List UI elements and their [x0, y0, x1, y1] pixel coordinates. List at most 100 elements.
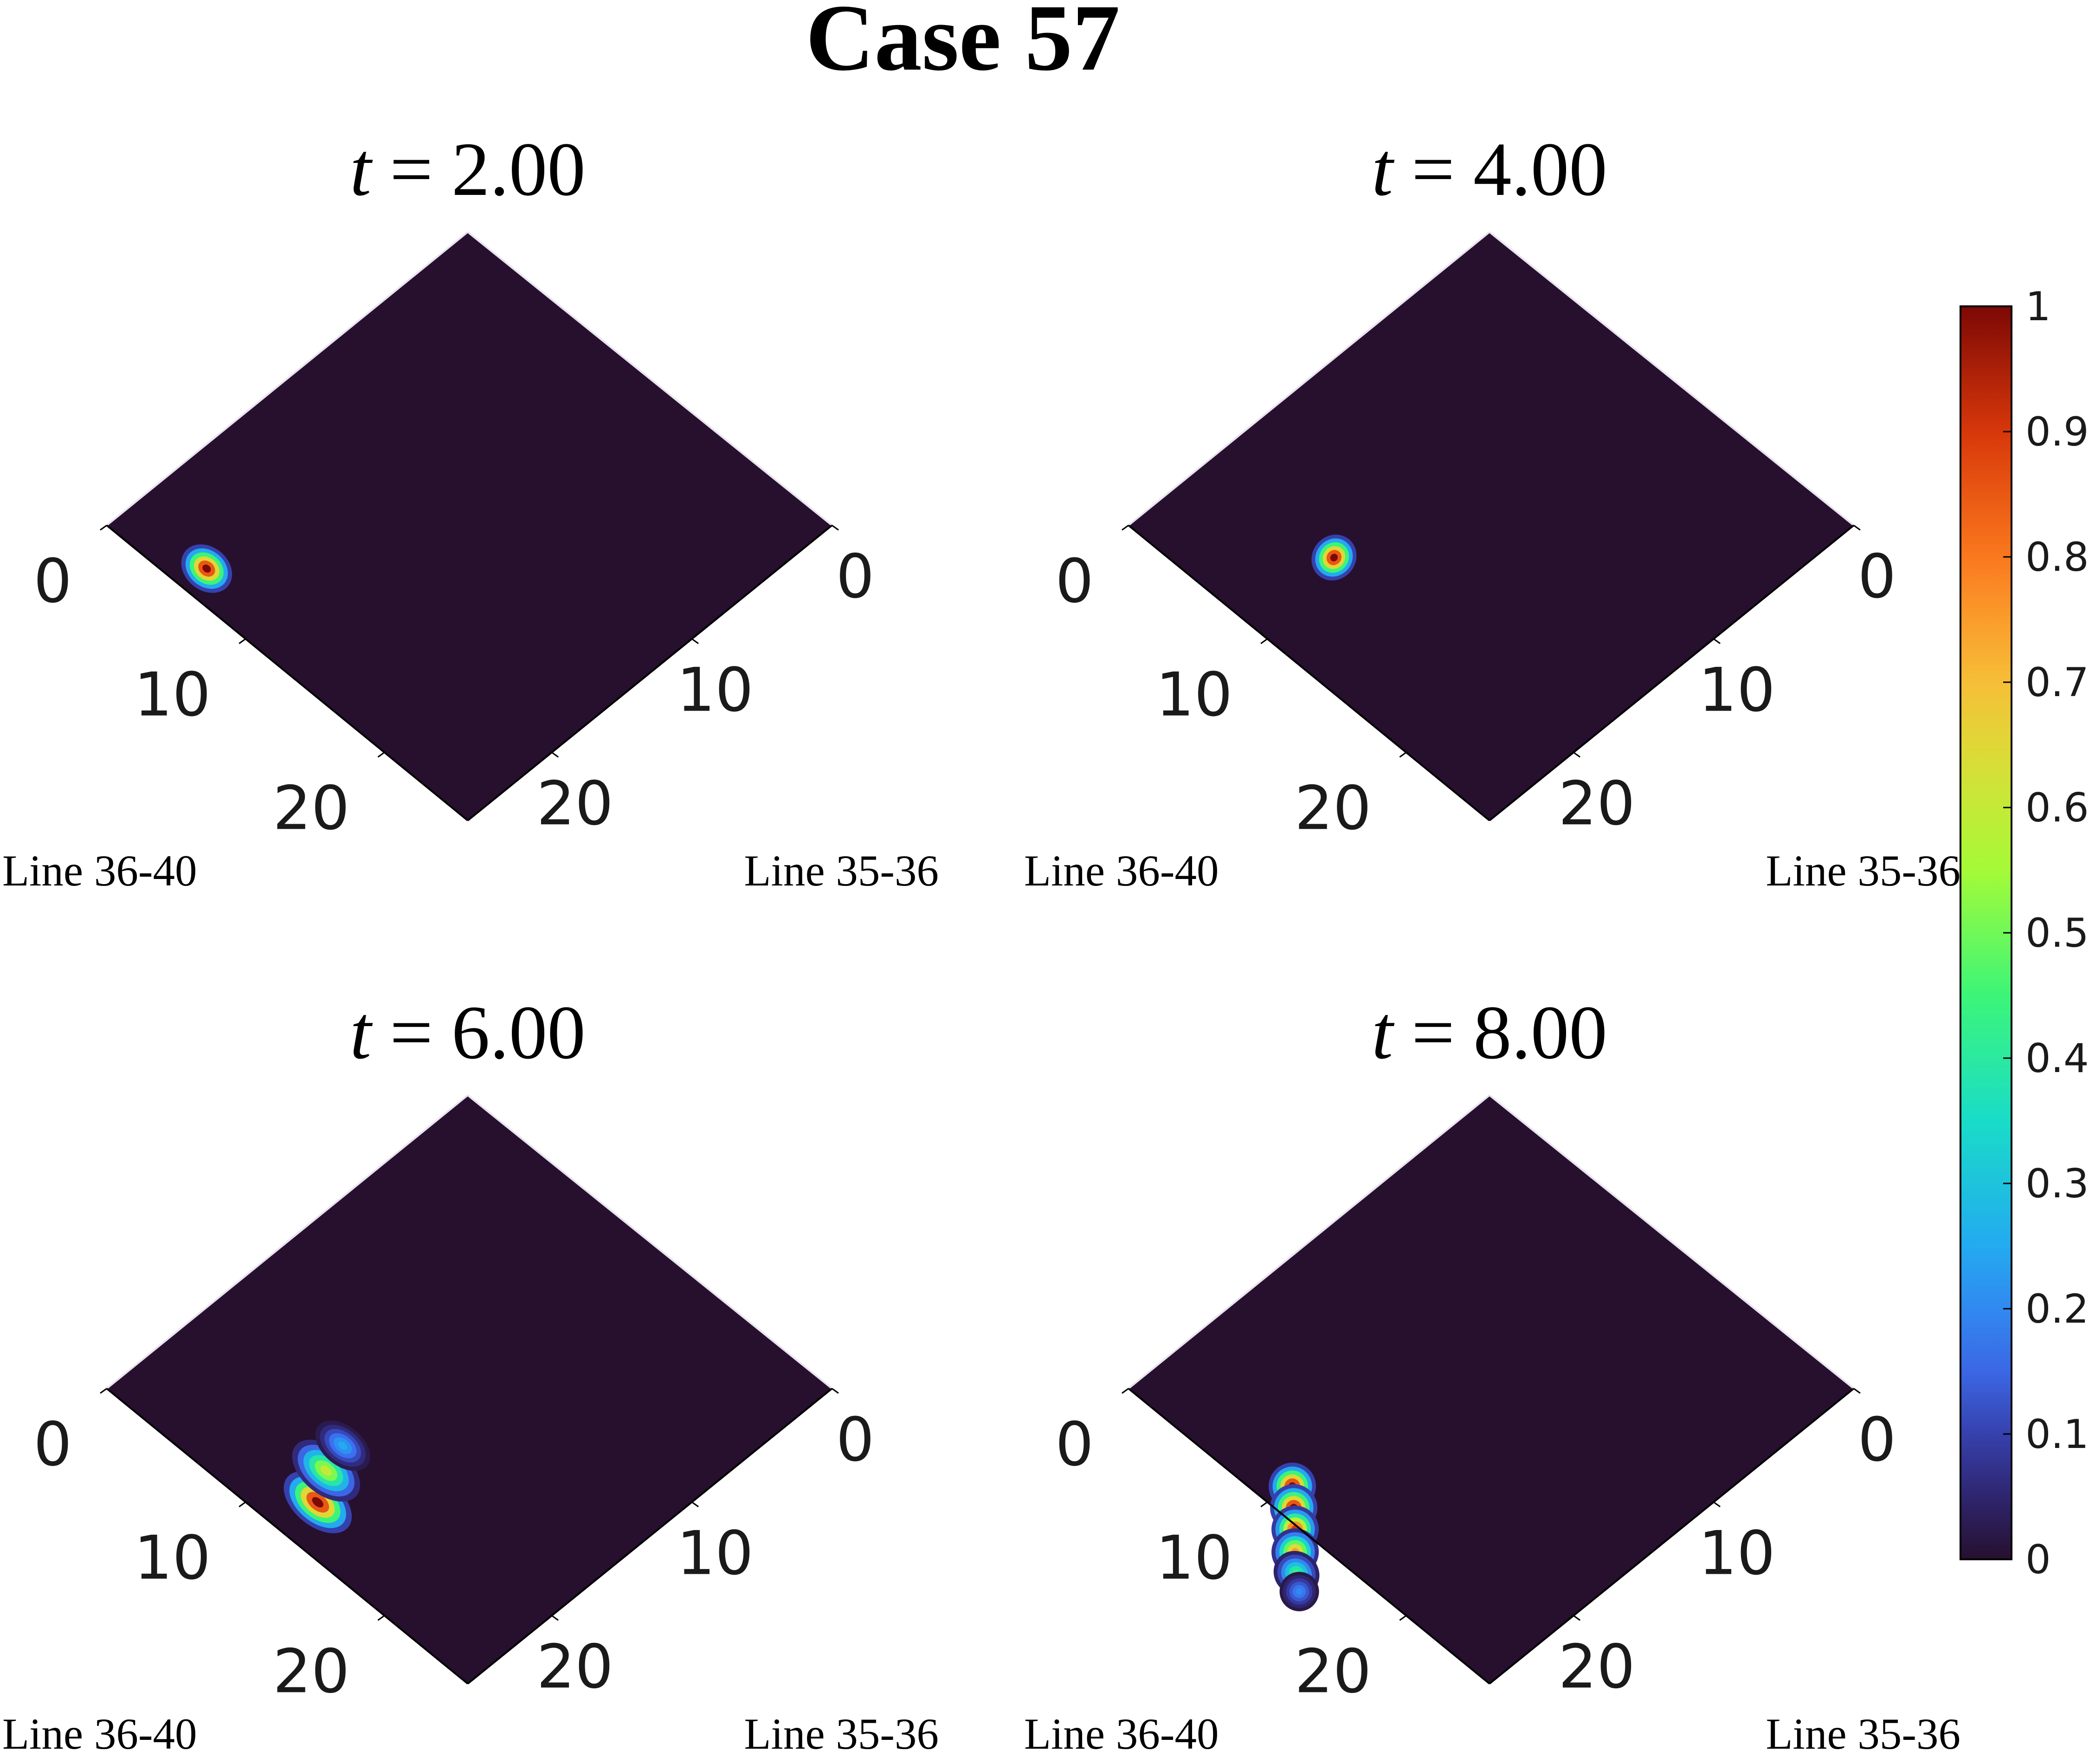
x-tick-label: 20: [1295, 773, 1371, 843]
colorbar-tick-label: 0: [2025, 1537, 2051, 1583]
back-edge: [1489, 1094, 1855, 1389]
y-tick-label: 10: [677, 655, 753, 725]
hotspot-contour: [1330, 554, 1338, 562]
colorbar-tick-label: 0.9: [2025, 409, 2089, 455]
hotspot-contour: [202, 564, 211, 573]
x-tick-mark: [1399, 752, 1407, 758]
subplot-title: t = 4.00: [1372, 127, 1607, 212]
colorbar-tick-label: 0.8: [2025, 534, 2089, 581]
x-axis-line: [1128, 1388, 1490, 1685]
field-surface: [107, 1095, 832, 1684]
title-value: 8.00: [1473, 990, 1607, 1075]
x-tick-label: 0: [33, 546, 72, 616]
x-tick-mark: [377, 1615, 385, 1621]
x-axis-line: [106, 1388, 469, 1685]
title-equals: =: [1412, 990, 1455, 1075]
x-tick-label: 0: [1055, 1409, 1094, 1480]
title-value: 4.00: [1473, 127, 1607, 212]
y-tick-mark: [1713, 638, 1721, 644]
colorbar-tick-label: 0.4: [2025, 1035, 2089, 1082]
title-value: 6.00: [451, 990, 586, 1075]
back-edge: [1128, 231, 1490, 526]
back-edge: [1489, 231, 1855, 526]
x-tick-label: 0: [33, 1409, 72, 1480]
colorbar-tick-label: 0.6: [2025, 785, 2089, 831]
title-variable: t: [350, 127, 373, 212]
subplot-title: t = 6.00: [350, 990, 586, 1075]
x-tick-mark: [239, 638, 246, 644]
y-tick-mark: [1853, 1388, 1861, 1394]
x-tick-mark: [1260, 638, 1268, 644]
y-axis-line: [1489, 524, 1855, 821]
x-tick-label: 10: [1156, 1523, 1232, 1593]
back-edge: [467, 1094, 833, 1389]
y-axis-line: [467, 1388, 833, 1685]
y-axis-label: Line 35-36: [1766, 846, 1960, 895]
y-tick-mark: [1853, 524, 1861, 531]
subplot-3: t = 6.00 0 10 20 0 10 20 Line 36-40 Line 35-36: [2, 990, 939, 1758]
y-tick-label: 10: [677, 1518, 753, 1589]
colorbar: 0 0.1 0.2 0.3 0.4 0.5 0.6 0.7 0.8 0.9 1: [1960, 284, 2089, 1583]
title-variable: t: [1372, 127, 1395, 212]
x-tick-label: 0: [1055, 546, 1094, 616]
back-edge: [106, 1094, 469, 1389]
y-tick-mark: [691, 638, 699, 644]
subplot-1: t = 2.00 0 10 20 0 10 20 Line 36-40 Line 35-36: [2, 127, 939, 895]
back-edge: [106, 231, 469, 526]
y-tick-mark: [1573, 1615, 1581, 1621]
y-tick-label: 10: [1698, 655, 1775, 725]
y-tick-mark: [1573, 752, 1581, 758]
title-variable: t: [1372, 990, 1395, 1075]
y-tick-mark: [1713, 1501, 1721, 1507]
y-axis-label: Line 35-36: [744, 1709, 939, 1758]
colorbar-tick-label: 0.1: [2025, 1411, 2089, 1458]
y-tick-label: 20: [1558, 1631, 1635, 1702]
y-tick-label: 10: [1698, 1518, 1775, 1589]
field-surface: [1128, 1095, 1854, 1684]
colorbar-tick-label: 0.2: [2025, 1286, 2089, 1332]
colorbar-tick-label: 1: [2025, 284, 2051, 330]
y-tick-label: 0: [1858, 1404, 1896, 1475]
subplot-title: t = 2.00: [350, 127, 586, 212]
hotspot-contour: [312, 1497, 324, 1508]
x-tick-label: 20: [273, 773, 349, 843]
y-tick-label: 20: [536, 768, 613, 839]
field-hotspot: [1279, 1571, 1319, 1611]
colorbar-bar: [1960, 305, 2012, 1560]
colorbar-tick-label: 0.7: [2025, 659, 2089, 706]
title-value: 2.00: [451, 127, 586, 212]
field-hotspot: [315, 1421, 370, 1471]
x-tick-label: 20: [1295, 1636, 1371, 1706]
x-axis-line: [1128, 524, 1490, 821]
x-tick-label: 20: [273, 1636, 349, 1706]
x-tick-mark: [377, 752, 385, 758]
subplot-2: t = 4.00 0 10 20 0 10 20 Line 36-40 Line 35-36: [1024, 127, 1960, 895]
x-tick-mark: [1122, 524, 1129, 531]
y-tick-label: 0: [836, 541, 875, 612]
x-axis-label: Line 36-40: [2, 1709, 197, 1758]
colorbar-tick-label: 0.3: [2025, 1161, 2089, 1207]
x-axis-label: Line 36-40: [1024, 1709, 1219, 1758]
x-axis-label: Line 36-40: [1024, 846, 1219, 895]
title-equals: =: [390, 990, 433, 1075]
y-tick-label: 20: [1558, 768, 1635, 839]
y-axis-line: [467, 524, 833, 821]
figure-title: Case 57: [806, 0, 1120, 90]
hotspot-contour: [338, 1441, 348, 1450]
x-tick-mark: [100, 524, 107, 531]
x-axis-line: [106, 524, 469, 821]
y-tick-mark: [551, 1615, 559, 1621]
y-tick-label: 0: [1858, 541, 1896, 612]
x-tick-mark: [100, 1388, 107, 1394]
field-surface: [107, 232, 832, 821]
back-edge: [1128, 1094, 1490, 1389]
x-tick-mark: [239, 1501, 246, 1507]
field-hotspot: [181, 544, 232, 593]
y-tick-mark: [551, 752, 559, 758]
x-tick-label: 10: [134, 659, 211, 730]
back-edge: [467, 231, 833, 526]
y-tick-label: 20: [536, 1631, 613, 1702]
x-tick-mark: [1260, 1501, 1268, 1507]
x-tick-mark: [1122, 1388, 1129, 1394]
